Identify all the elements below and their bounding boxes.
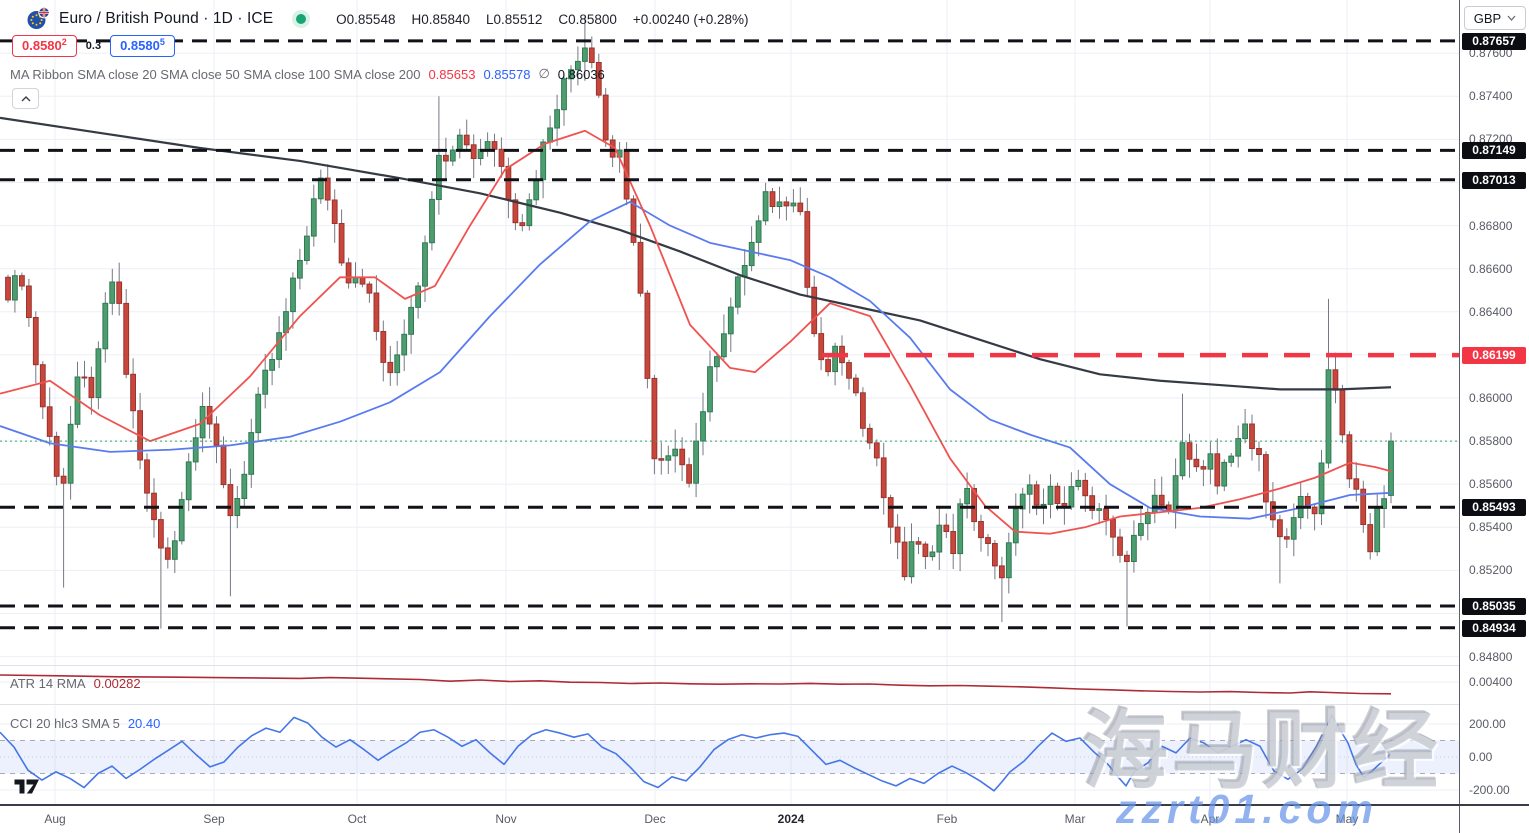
price-level-badge: 0.84934 <box>1462 619 1526 637</box>
price-axis-tick: 0.85600 <box>1469 477 1513 491</box>
ma-ribbon-legend: MA Ribbon SMA close 20 SMA close 50 SMA … <box>10 66 605 82</box>
symbol-info-bar: Euro / British Pound · 1D · ICE O0.85548… <box>26 7 749 31</box>
bid-price-pips: 2 <box>61 37 67 47</box>
sma20-line <box>0 129 1392 535</box>
atr-line <box>0 674 1392 695</box>
ohlc-low: L0.85512 <box>486 11 543 27</box>
ma-ribbon-label[interactable]: MA Ribbon SMA close 20 SMA close 50 SMA … <box>10 66 421 82</box>
time-axis-label: Nov <box>495 812 517 826</box>
cci-band <box>0 740 1459 774</box>
price-level-badge: 0.85035 <box>1462 597 1526 615</box>
chevron-down-icon <box>1507 15 1516 21</box>
price-axis-tick: 0.84800 <box>1469 650 1513 664</box>
price-axis-tick: 0.85400 <box>1469 520 1513 534</box>
tradingview-logo-icon[interactable] <box>14 778 41 800</box>
sell-button[interactable]: 0.8580 2 <box>12 35 77 57</box>
price-axis-tick: 0.85800 <box>1469 434 1513 448</box>
sma50-value: 0.85578 <box>483 66 531 82</box>
sma200-line <box>0 116 1392 391</box>
price-axis-tick: 0.86800 <box>1469 219 1513 233</box>
time-axis-label: Oct <box>347 812 367 826</box>
time-axis-label: 2024 <box>777 812 805 826</box>
price-axis-tick: 0.86000 <box>1469 391 1513 405</box>
bid-price: 0.8580 <box>22 38 62 53</box>
time-axis-label: May <box>1335 812 1359 826</box>
spread-value: 0.3 <box>85 40 102 52</box>
cci-value: 20.40 <box>127 716 161 731</box>
price-axis-tick: 0.85200 <box>1469 563 1513 577</box>
time-axis-label: Feb <box>936 812 958 826</box>
symbol-pair-flag-icon <box>26 7 50 31</box>
time-axis-label: Aug <box>44 812 66 826</box>
cci-legend: CCI 20 hlc3 SMA 5 20.40 <box>10 716 160 731</box>
time-axis-border <box>0 804 1529 806</box>
chevron-up-icon <box>21 95 30 101</box>
price-axis-tick: 0.00400 <box>1469 675 1513 689</box>
cci-label[interactable]: CCI 20 hlc3 SMA 5 <box>10 716 120 731</box>
time-axis-label: Sep <box>203 812 225 826</box>
market-status-icon[interactable] <box>296 14 307 24</box>
price-axis-tick: 0.86400 <box>1469 305 1513 319</box>
currency-label: GBP <box>1473 10 1502 26</box>
ohlc-change: +0.00240 (+0.28%) <box>632 11 749 27</box>
price-level-badge: 0.85493 <box>1462 498 1526 516</box>
price-axis-tick: -200.00 <box>1469 783 1510 797</box>
time-axis[interactable]: Aug Sep Oct Nov Dec 2024 Feb Mar Apr May <box>0 806 1459 833</box>
price-axis-tick: 0.00 <box>1469 750 1493 764</box>
ask-price: 0.8580 <box>120 38 160 53</box>
sma20-value: 0.85653 <box>428 66 476 82</box>
time-axis-label: Mar <box>1064 812 1086 826</box>
ma-avg-value: 0.86036 <box>557 66 605 82</box>
price-axis-tick: 0.87400 <box>1469 89 1513 103</box>
cci-line <box>0 714 1392 792</box>
ohlc-high: H0.85840 <box>411 11 471 27</box>
candles <box>5 16 1394 629</box>
price-axis-tick: 0.87600 <box>1469 46 1513 60</box>
atr-value: 0.00282 <box>93 676 141 691</box>
atr-label[interactable]: ATR 14 RMA <box>10 676 86 691</box>
symbol-title[interactable]: Euro / British Pound · 1D · ICE <box>59 10 274 27</box>
ohlc-close: C0.85800 <box>558 11 617 27</box>
price-axis[interactable]: GBP 0.87600 0.87400 0.87200 0.86800 0.86600 0… <box>1459 0 1529 833</box>
collapse-legend-button[interactable] <box>12 88 39 109</box>
price-level-badge: 0.87013 <box>1462 171 1526 189</box>
price-level-badge: 0.86199 <box>1462 346 1526 364</box>
ma-avg-symbol: ∅ <box>538 66 550 81</box>
time-axis-label: Apr <box>1200 812 1220 826</box>
time-axis-label: Dec <box>644 812 666 826</box>
price-chart-canvas[interactable] <box>0 0 1459 805</box>
quote-panel: 0.8580 2 0.3 0.8580 5 <box>12 35 175 57</box>
price-axis-tick: 0.86600 <box>1469 262 1513 276</box>
price-axis-tick: 200.00 <box>1469 717 1506 731</box>
buy-button[interactable]: 0.8580 5 <box>110 35 175 57</box>
atr-legend: ATR 14 RMA 0.00282 <box>10 676 141 691</box>
price-level-badge: 0.87657 <box>1462 32 1526 50</box>
ask-price-pips: 5 <box>159 37 165 47</box>
currency-toggle-button[interactable]: GBP <box>1464 6 1526 30</box>
price-level-badge: 0.87149 <box>1462 141 1526 159</box>
legend-collapse-row <box>12 88 39 109</box>
sma50-line <box>0 201 1392 520</box>
ohlc-open: O0.85548 <box>336 11 396 27</box>
